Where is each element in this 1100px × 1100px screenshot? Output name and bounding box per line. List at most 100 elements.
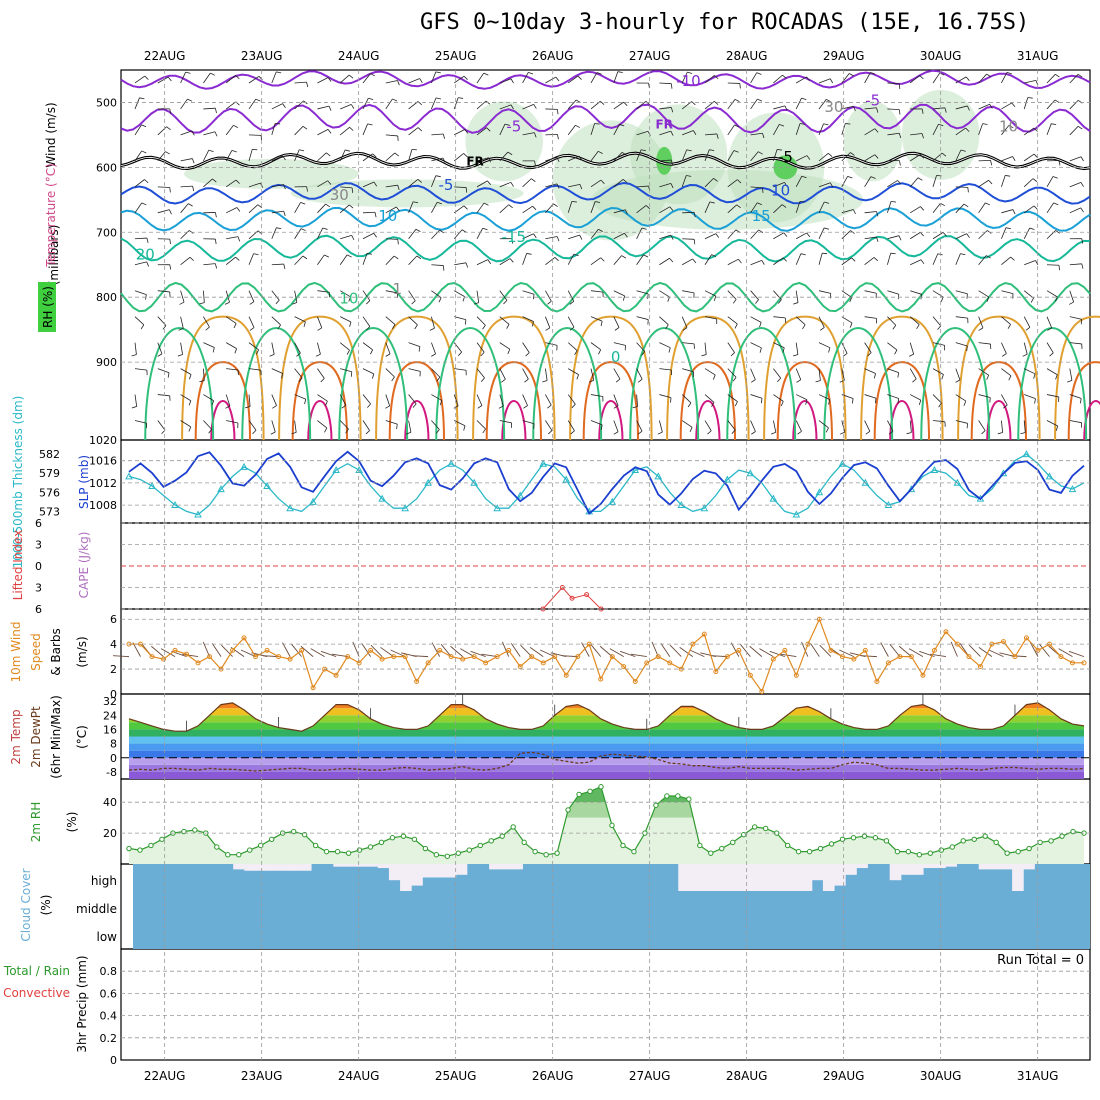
wind-barb-flag <box>919 75 924 80</box>
wind-barb <box>180 290 185 303</box>
wind-barb-flag <box>1058 265 1061 271</box>
wind-barb-flag <box>898 133 902 139</box>
wind-barb <box>978 290 989 298</box>
rh-shading <box>591 169 864 230</box>
cloud-layer-label: middle <box>76 902 117 916</box>
wind-barb-flag <box>937 325 942 330</box>
rh-point <box>949 844 955 850</box>
wind-barb-flag <box>487 180 491 185</box>
wind-barb <box>522 394 528 406</box>
wind-barb-flag <box>988 179 993 185</box>
high-cloud-gap <box>277 864 290 871</box>
wind-barb <box>203 72 211 84</box>
wind-barb-flag <box>315 353 321 357</box>
wind-barb <box>978 73 987 84</box>
wind-barb-flag <box>689 427 693 432</box>
wind-barb-flag <box>146 237 149 244</box>
thickness-ylabel: 1000-500mb Thickness (dm) <box>11 396 25 569</box>
wind-barb <box>818 182 831 188</box>
wind-barb-flag <box>281 373 284 379</box>
wind-barb <box>567 125 576 136</box>
wind-barb-flag <box>1033 373 1036 379</box>
wind-barb-flag <box>252 148 258 151</box>
wind-barb-flag <box>1079 398 1082 404</box>
wind-barb-flag <box>189 256 194 261</box>
rh-point <box>576 791 582 798</box>
wind-barb-flag <box>897 398 900 404</box>
wind-barb <box>567 99 577 110</box>
wind-barb <box>659 257 670 266</box>
wind-barb-flag <box>146 261 150 267</box>
wind-barb-flag <box>759 322 762 328</box>
wind-barb-flag <box>1053 202 1059 206</box>
wind-barb-flag <box>417 127 423 132</box>
wind-barb-flag <box>324 254 330 258</box>
wind-barb <box>864 154 876 162</box>
thickness-marker <box>447 459 456 467</box>
wind-barb-flag <box>300 228 306 231</box>
wind-barb <box>1069 342 1082 345</box>
wind-barb <box>225 256 236 266</box>
wind-barb <box>1023 97 1029 110</box>
wind-barb <box>157 290 170 293</box>
wind-barb <box>818 420 829 429</box>
wind-barb-flag <box>482 227 488 231</box>
contour-label: -5 <box>506 118 521 136</box>
wind-barb-flag <box>260 135 263 141</box>
rh-legend-swatch <box>38 282 56 332</box>
high-cloud-gap <box>1000 864 1013 870</box>
wind-barb-flag <box>303 321 306 327</box>
wind-point <box>977 664 983 670</box>
precip-legend-total: Total / Rain <box>3 964 70 978</box>
wind-barb <box>1023 153 1035 162</box>
wind-barb <box>226 368 239 371</box>
wind-barb-flag <box>533 233 537 239</box>
wind-barb-flag <box>1032 178 1038 182</box>
wind-barb <box>385 134 398 137</box>
wind-barb-flag <box>185 71 191 74</box>
wind-barb <box>613 124 620 136</box>
wind-barb <box>841 152 851 162</box>
wind-barb <box>1023 127 1035 136</box>
wind-barb-flag <box>345 149 351 152</box>
wind-barb-flag <box>365 430 370 435</box>
wind-barb-flag <box>188 426 192 432</box>
wind10-units: (m/s) <box>75 636 89 667</box>
wind-barb-flag <box>937 253 943 256</box>
wind-barb-flag <box>997 432 1003 435</box>
wind-barb <box>659 394 672 399</box>
wind-barb <box>727 368 737 378</box>
rh-point <box>521 839 527 846</box>
boundary-isotherm-25 <box>1054 315 1100 441</box>
high-cloud-gap <box>711 864 724 891</box>
wind-point <box>1069 660 1075 666</box>
wind-barb <box>590 229 599 240</box>
wind-barb <box>1046 420 1058 427</box>
wind-barb-flag <box>275 122 281 125</box>
wind-barb-flag <box>595 201 601 203</box>
wind-barb <box>932 420 945 423</box>
wind-barb-flag <box>391 376 395 382</box>
wind-barb-flag <box>870 176 876 179</box>
rh-point <box>883 838 890 844</box>
top-date-label: 27AUG <box>629 49 671 63</box>
wind-barb <box>225 290 230 303</box>
wind-barb <box>659 159 672 162</box>
li-tick-label: 3 <box>35 539 42 552</box>
wind-point <box>609 654 615 660</box>
wind-barb-flag <box>897 180 902 185</box>
wind-barb <box>636 394 638 407</box>
boundary-isotherm-20 <box>629 327 700 441</box>
wind-barb <box>499 342 511 350</box>
wind-barb-flag <box>799 123 806 125</box>
wind-barb <box>362 232 374 240</box>
wind-barb-flag <box>167 372 170 378</box>
wind-barb <box>682 342 695 345</box>
wind-barb-flag <box>554 257 559 262</box>
wind-barb <box>636 185 649 188</box>
wind-barb-flag <box>1029 227 1035 230</box>
contour-label: 15 <box>752 207 771 225</box>
wind-point <box>161 656 167 662</box>
wind-barb <box>955 127 966 136</box>
wind-barb-flag <box>966 345 968 352</box>
